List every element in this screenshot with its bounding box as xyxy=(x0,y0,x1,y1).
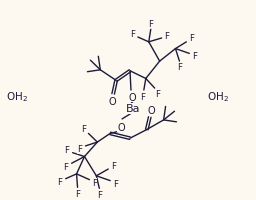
Text: F: F xyxy=(140,93,145,102)
Text: O: O xyxy=(148,106,156,116)
Text: F: F xyxy=(75,189,80,198)
Text: F: F xyxy=(131,30,135,38)
Text: F: F xyxy=(177,63,182,72)
Text: F: F xyxy=(57,177,62,186)
Text: F: F xyxy=(192,52,197,61)
Text: O: O xyxy=(128,92,136,102)
Text: O: O xyxy=(117,122,125,132)
Text: F: F xyxy=(164,31,169,40)
Text: F: F xyxy=(155,90,160,99)
Text: O: O xyxy=(108,96,116,106)
Text: F: F xyxy=(77,145,82,154)
Text: F: F xyxy=(92,178,97,187)
Text: F: F xyxy=(64,146,69,155)
Text: F: F xyxy=(148,20,153,29)
Text: F: F xyxy=(189,34,194,43)
Text: OH$_2$: OH$_2$ xyxy=(6,89,28,103)
Text: F: F xyxy=(63,162,68,171)
Text: F: F xyxy=(97,190,102,199)
Text: F: F xyxy=(113,179,118,188)
Text: F: F xyxy=(111,161,116,170)
Text: Ba: Ba xyxy=(126,104,140,114)
Text: OH$_2$: OH$_2$ xyxy=(207,89,229,103)
Text: F: F xyxy=(81,124,86,133)
